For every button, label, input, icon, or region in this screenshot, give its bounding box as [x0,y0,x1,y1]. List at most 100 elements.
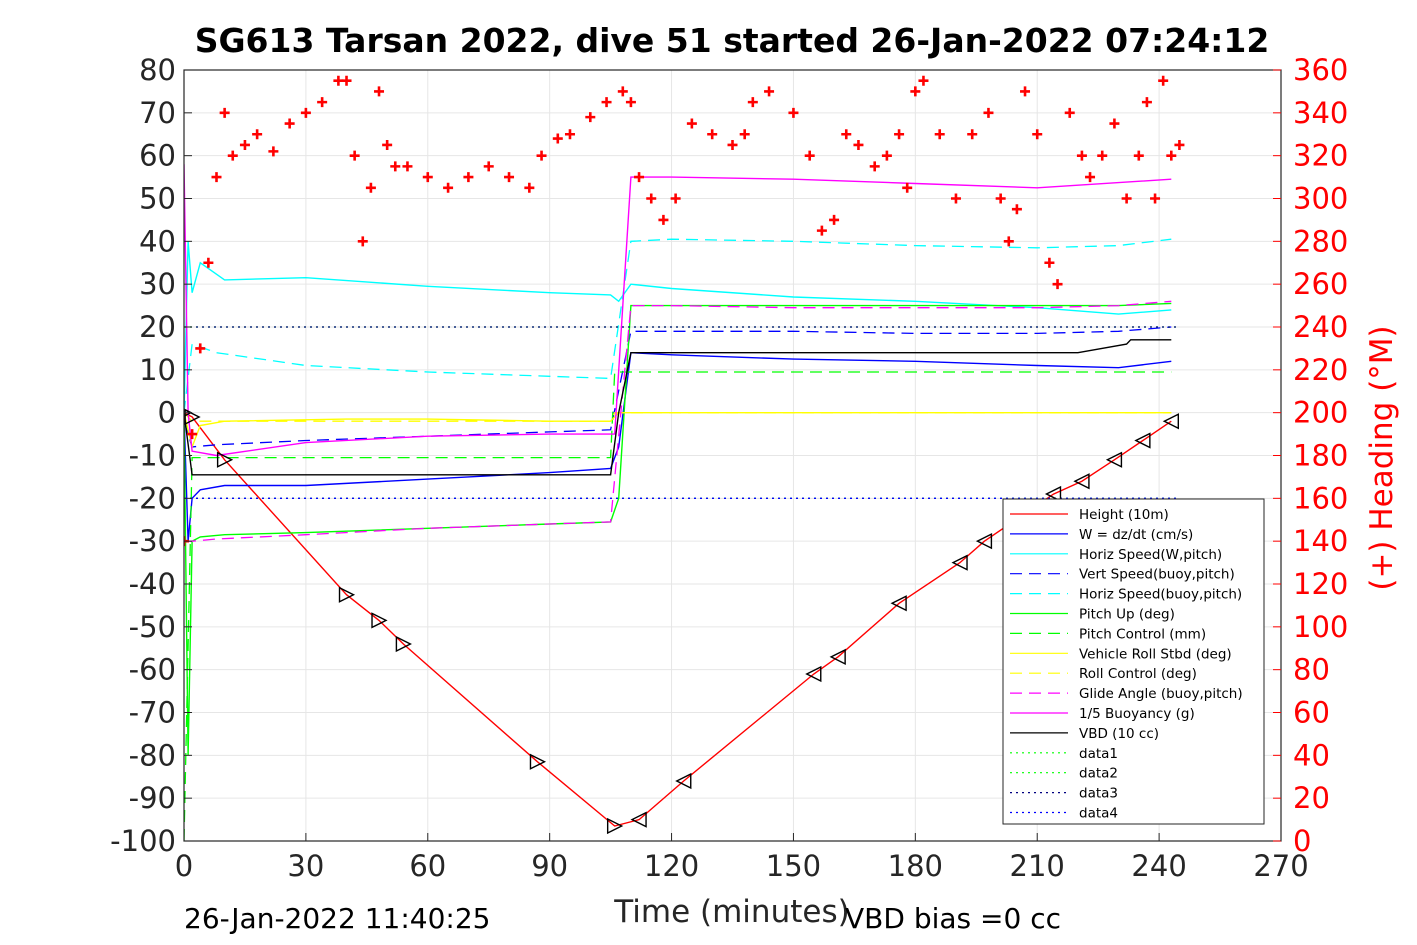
series-line-vbd-10-cc [184,339,1172,476]
dive-marker [338,586,356,603]
legend-label: 1/5 Buoyancy (g) [1079,706,1195,722]
dive-marker [1073,473,1090,490]
x-tick-label: 270 [1253,849,1308,883]
heading-point [707,129,718,140]
heading-point [203,257,214,268]
x-tick-label: 150 [766,849,821,883]
dive-marker [216,451,234,468]
heading-point [853,139,864,150]
y-tick-label: -80 [129,738,176,772]
heading-point [739,129,750,140]
y2-tick-label: 140 [1293,524,1348,558]
series-line-roll-control-deg [184,412,1172,422]
legend-label: Pitch Up (deg) [1079,607,1175,623]
heading-point [1032,129,1043,140]
heading-point [1174,139,1185,150]
y2-tick-label: 100 [1293,610,1348,644]
heading-point [727,139,738,150]
heading-point [747,97,758,108]
x-tick-label: 240 [1131,849,1186,883]
y-tick-label: 70 [139,96,176,130]
series-line-pitch-control-mm [184,371,1172,841]
y-tick-label: 60 [139,139,176,173]
heading-point [504,172,515,183]
dive-marker [529,753,547,770]
heading-point [252,129,263,140]
dive-marker [1044,485,1062,503]
left-y-axis: 80 70 60 50 40 30 20 10 0 -10 -20 -30 -40 -50 -60 -70 -8… [110,53,192,858]
heading-point [402,161,413,172]
heading-point [443,182,454,193]
y-tick-label: -100 [110,824,176,858]
series-line-vert-speed-buoy-pitch [184,326,1172,448]
dive-marker [805,665,822,683]
y2-tick-label: 260 [1293,267,1348,301]
y-tick-label: 10 [139,353,176,387]
x-tick-label: 210 [1010,849,1065,883]
heading-point [841,129,852,140]
legend-label: Vert Speed(buoy,pitch) [1079,567,1235,583]
legend-label: data3 [1079,786,1118,802]
right-y-axis-label: (+) Heading (°M) [1364,325,1400,590]
y2-tick-label: 180 [1293,439,1348,473]
dive-marker [975,533,993,550]
legend-box [1002,498,1265,825]
heading-point [422,172,433,183]
heading-point [524,182,535,193]
y-tick-label: 30 [139,267,176,301]
dive-marker [184,408,201,426]
chart-title: SG613 Tarsan 2022, dive 51 started 26-Ja… [195,21,1270,60]
series-line-vehicle-roll-stbd-deg [184,412,1172,450]
dive-marker [606,817,624,835]
y2-tick-label: 20 [1293,781,1330,815]
legend-label: data4 [1079,806,1118,822]
y-tick-label: 20 [139,310,176,344]
dive-marker [630,811,647,828]
heading-point [187,429,198,440]
heading-point [552,133,563,144]
y2-tick-label: 360 [1293,53,1348,87]
heading-point [983,107,994,118]
heading-point [300,107,311,118]
y-tick-label: -20 [129,481,176,515]
heading-point [1044,257,1055,268]
y2-tick-label: 60 [1293,696,1330,730]
legend-label: data2 [1079,766,1118,782]
heading-point [918,75,929,86]
heading-point [390,161,401,172]
heading-point [564,129,575,140]
heading-point [1064,107,1075,118]
heading-point [788,107,799,118]
dive-marker [371,612,388,629]
y2-tick-label: 40 [1293,738,1330,772]
heading-point [536,150,547,161]
legend: Height (10m) W = dz/dt (cm/s) Horiz Speed(… [1002,498,1265,825]
y2-tick-label: 280 [1293,224,1348,258]
series-line-horiz-speed-buoy-pitch [184,238,1172,413]
dive-marker [675,772,692,790]
y2-tick-label: 200 [1293,396,1348,430]
series-line-w-dz-dt-cm-s [184,351,1172,542]
heading-point [894,129,905,140]
series-layer [184,75,1185,841]
series-heading-markers [184,75,1185,547]
x-axis-label: Time (minutes) [613,894,849,930]
x-tick-label: 30 [287,849,324,883]
y2-tick-label: 240 [1293,310,1348,344]
y-tick-label: -40 [129,567,176,601]
x-tick-label: 0 [175,849,193,883]
heading-point [1052,279,1063,290]
y-tick-label: 0 [158,396,176,430]
heading-point [950,193,961,204]
heading-point [357,236,368,247]
heading-point [463,172,474,183]
y-tick-label: 80 [139,53,176,87]
heading-point [219,107,230,118]
heading-point [349,150,360,161]
heading-point [804,150,815,161]
heading-point [1141,97,1152,108]
legend-label: Vehicle Roll Stbd (deg) [1079,646,1232,662]
series-line-horiz-speed-w-pitch [184,241,1172,413]
heading-point [1121,193,1132,204]
x-axis: 0 30 60 90 120 150 180 210 240 270 [175,833,1309,883]
